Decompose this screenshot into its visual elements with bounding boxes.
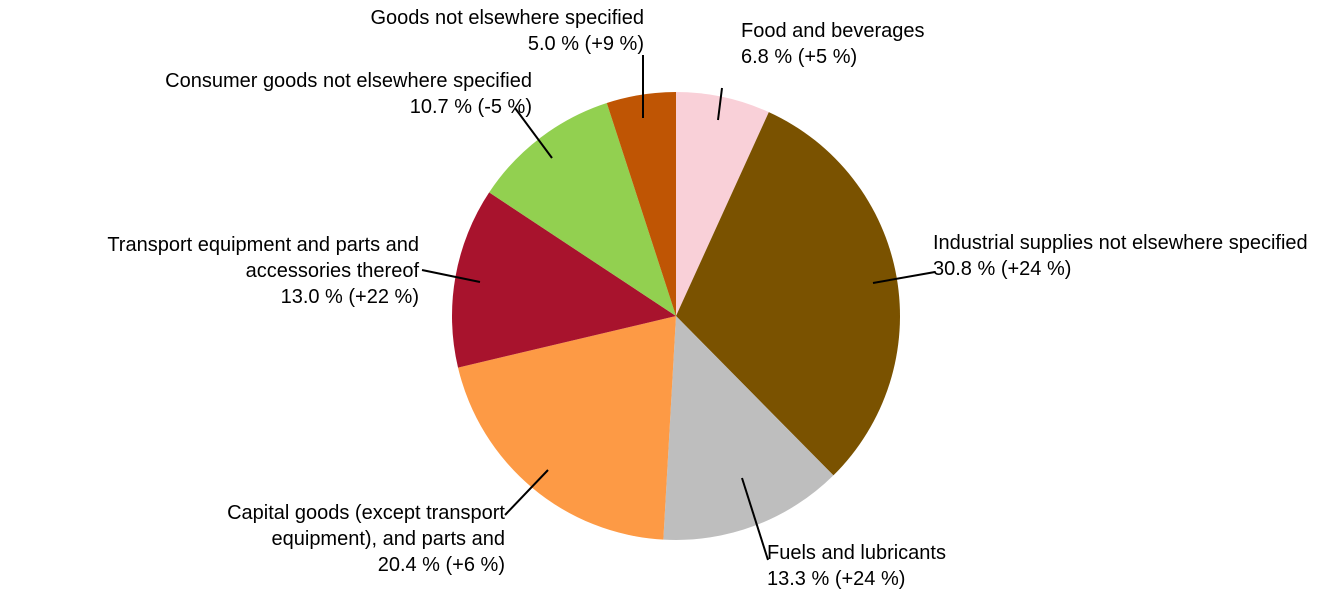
pie-slice bbox=[458, 316, 676, 540]
value-label: 30.8 % (+24 %) bbox=[933, 258, 1072, 280]
pie-slice bbox=[489, 102, 676, 316]
slice-label: Consumer goods not elsewhere specified 10… bbox=[138, 68, 532, 120]
value-label: 6.8 % (+5 %) bbox=[741, 46, 858, 68]
category-label: Capital goods (except transport equipmen… bbox=[227, 502, 505, 550]
category-label: Goods not elsewhere specified bbox=[370, 7, 645, 29]
pie-slice bbox=[452, 192, 676, 368]
slice-label: Food and beverages 6.8 % (+5 %) bbox=[741, 18, 1041, 70]
leader-line bbox=[504, 469, 549, 516]
leader-line bbox=[514, 107, 553, 159]
value-label: 13.3 % (+24 %) bbox=[767, 568, 906, 590]
slice-label: Fuels and lubricants 13.3 % (+24 %) bbox=[767, 540, 1067, 592]
slice-label: Goods not elsewhere specified 5.0 % (+9 %… bbox=[232, 5, 645, 57]
category-label: Consumer goods not elsewhere specified bbox=[165, 70, 532, 92]
category-label: Fuels and lubricants bbox=[767, 542, 946, 564]
value-label: 20.4 % (+6 %) bbox=[377, 554, 505, 576]
value-label: 13.0 % (+22 %) bbox=[280, 286, 419, 308]
leader-line bbox=[741, 477, 769, 561]
category-label: Industrial supplies not elsewhere specif… bbox=[933, 232, 1308, 254]
slice-label: Transport equipment and parts and access… bbox=[5, 232, 419, 310]
category-label: Food and beverages bbox=[741, 20, 925, 42]
slice-label: Capital goods (except transport equipmen… bbox=[133, 500, 505, 578]
leader-line bbox=[872, 271, 936, 284]
leader-line bbox=[717, 87, 723, 121]
pie-slice bbox=[663, 316, 834, 541]
pie-slice bbox=[606, 92, 676, 316]
pie-slice bbox=[676, 92, 769, 316]
value-label: 5.0 % (+9 %) bbox=[527, 33, 644, 55]
category-label: Transport equipment and parts and access… bbox=[107, 234, 419, 282]
pie-slice bbox=[676, 112, 901, 476]
slice-label: Industrial supplies not elsewhere specif… bbox=[933, 230, 1311, 282]
value-label: 10.7 % (-5 %) bbox=[409, 96, 532, 118]
leader-line bbox=[421, 269, 481, 283]
